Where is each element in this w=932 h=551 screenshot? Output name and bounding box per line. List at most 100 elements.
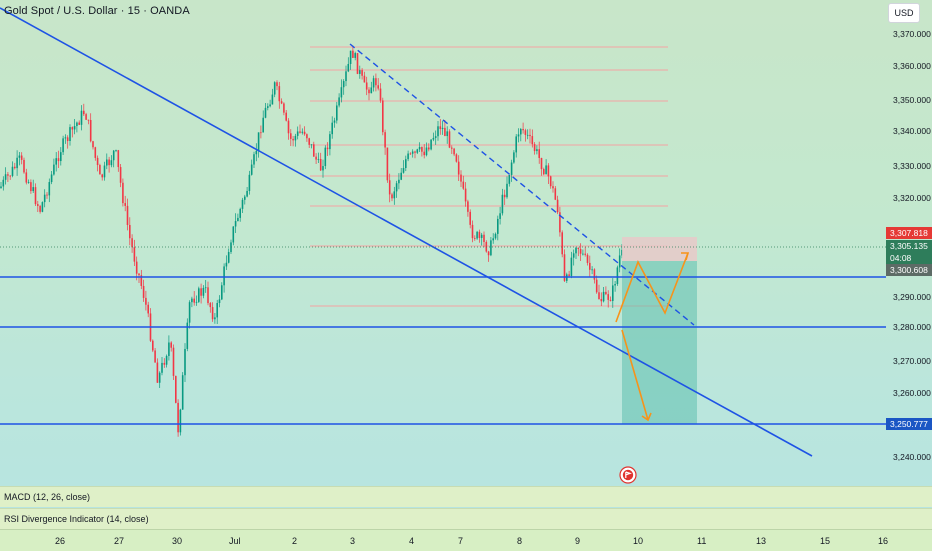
candle-body [241,199,244,209]
candle-body [207,287,209,304]
macd-label[interactable]: MACD (12, 26, close) [4,492,91,502]
candle-body [391,194,393,199]
candle-body [329,134,331,150]
candle-body [501,194,504,214]
candle-body [480,234,483,238]
candle-body [552,186,554,189]
candle-body [237,217,239,222]
candle-body [359,70,361,74]
short-position-stop-zone[interactable] [622,237,697,261]
candle-body [340,87,343,98]
x-axis-label: 27 [114,536,125,546]
y-axis-tick: 3,320.000 [893,193,931,203]
candle-body [319,158,322,171]
rsi-label[interactable]: RSI Divergence Indicator (14, close) [4,514,149,524]
candle-body [497,218,499,234]
candle-body [262,117,264,133]
candle-body [349,50,352,64]
candle-body [572,253,575,258]
candle-body [124,203,126,206]
candle-body [602,291,605,302]
candle-body [76,122,78,127]
candle-body [48,182,51,196]
candle-body [46,194,48,196]
candle-body [179,409,182,433]
candle-body [119,167,122,183]
candle-body [547,165,550,177]
candle-body [614,284,616,286]
x-axis-label: 11 [697,536,707,546]
candle-body [177,402,179,433]
candle-body [570,257,573,276]
x-axis-label: 7 [458,536,464,546]
candle-body [356,53,359,74]
y-axis-tick: 3,370.000 [893,29,931,39]
bullish-arrowhead [681,252,690,261]
macd-pane[interactable]: MACD (12, 26, close) [0,486,932,507]
candle-body [543,169,545,175]
candle-body [186,322,189,349]
short-position-target-zone[interactable] [622,261,697,424]
x-axis-label: 13 [756,536,767,546]
x-axis-label: 16 [878,536,889,546]
candle-body [184,348,186,376]
candle-body [398,179,400,184]
candle-body [34,187,37,205]
candle-body [605,291,607,295]
candle-body [246,190,248,197]
candle-body [467,201,469,212]
candle-body [464,188,467,202]
candle-body [50,174,53,183]
descending-trendline[interactable] [0,7,813,457]
bearish-projection-path[interactable] [621,329,649,421]
symbol-title[interactable]: Gold Spot / U.S. Dollar · 15 · OANDA [4,5,190,17]
candle-body [232,226,235,243]
candle-body [181,375,184,410]
bullish-projection-path[interactable] [615,252,689,323]
flag-icon[interactable] [619,466,637,484]
candle-body [540,157,543,170]
candle-body [62,138,64,153]
x-axis-label: 30 [172,536,183,546]
candle-body [73,126,76,130]
candle-body [43,194,46,203]
y-axis-tick: 3,360.000 [893,61,931,71]
chart-area[interactable]: Gold Spot / U.S. Dollar · 15 · OANDA [0,0,886,486]
price-tag-current: 3,305.135 [886,240,932,252]
time-axis[interactable]: 26 27 30 Jul 2 3 4 7 8 9 10 11 13 15 16 [0,529,932,551]
candle-body [253,154,255,165]
candle-body [221,285,223,300]
candle-body [158,372,161,383]
candle-body [198,288,200,302]
candle-body [152,340,154,351]
candle-body [616,267,619,285]
candle-body [55,158,57,165]
candle-body [393,191,396,199]
candle-body [490,240,492,256]
candle-body [478,231,481,238]
candle-body [423,151,425,156]
x-axis-label: 2 [292,536,298,546]
candle-body [115,150,117,151]
candle-body [365,82,368,90]
price-chart[interactable] [0,0,886,486]
candle-body [209,303,212,308]
candle-body [414,151,416,153]
candle-body [338,97,340,106]
candle-body [264,107,267,118]
currency-selector[interactable]: USD [888,3,920,23]
candle-body [556,199,559,213]
candles [0,45,623,437]
dashed-trendline[interactable] [349,43,695,326]
fib-retracement [310,46,668,307]
candle-body [85,114,87,120]
candle-body [326,147,329,150]
candle-body [71,127,74,130]
candle-body [402,168,405,173]
y-axis-tick: 3,340.000 [893,126,931,136]
candle-body [147,304,149,314]
candle-body [428,147,430,150]
x-axis-label: 26 [55,536,66,546]
rsi-pane[interactable]: RSI Divergence Indicator (14, close) [0,508,932,529]
candle-body [503,194,506,198]
